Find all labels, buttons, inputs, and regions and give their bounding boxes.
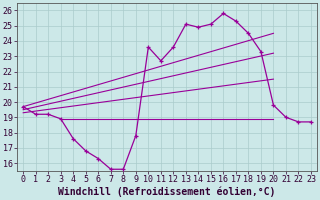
X-axis label: Windchill (Refroidissement éolien,°C): Windchill (Refroidissement éolien,°C) — [58, 187, 276, 197]
